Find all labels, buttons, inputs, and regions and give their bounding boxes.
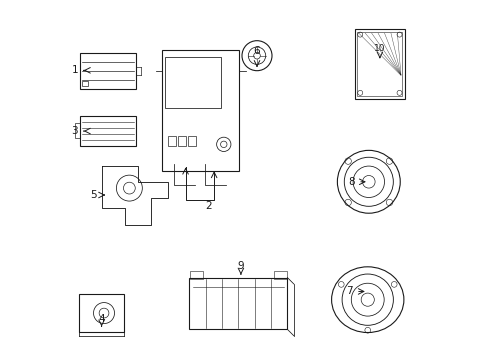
Text: 6: 6 bbox=[253, 46, 260, 56]
Bar bbox=[189, 271, 203, 279]
Text: 7: 7 bbox=[346, 287, 352, 296]
Bar bbox=[162, 50, 239, 171]
Bar bbox=[273, 271, 286, 279]
Text: 8: 8 bbox=[347, 177, 354, 187]
Bar bbox=[80, 53, 135, 89]
Text: 4: 4 bbox=[98, 314, 105, 324]
Text: 2: 2 bbox=[204, 201, 211, 211]
Text: 9: 9 bbox=[237, 261, 244, 271]
Text: 5: 5 bbox=[90, 190, 97, 200]
Bar bbox=[167, 136, 175, 146]
Text: 1: 1 bbox=[71, 65, 78, 75]
Bar bbox=[82, 81, 88, 86]
Bar bbox=[80, 294, 124, 332]
Text: 10: 10 bbox=[373, 44, 385, 53]
Bar bbox=[75, 123, 80, 139]
Text: 3: 3 bbox=[71, 126, 78, 136]
Bar bbox=[165, 57, 220, 108]
Bar bbox=[187, 136, 195, 146]
Bar bbox=[354, 29, 405, 99]
Bar bbox=[177, 136, 185, 146]
Bar bbox=[80, 116, 135, 146]
Bar bbox=[189, 278, 287, 329]
Bar bbox=[357, 32, 402, 96]
